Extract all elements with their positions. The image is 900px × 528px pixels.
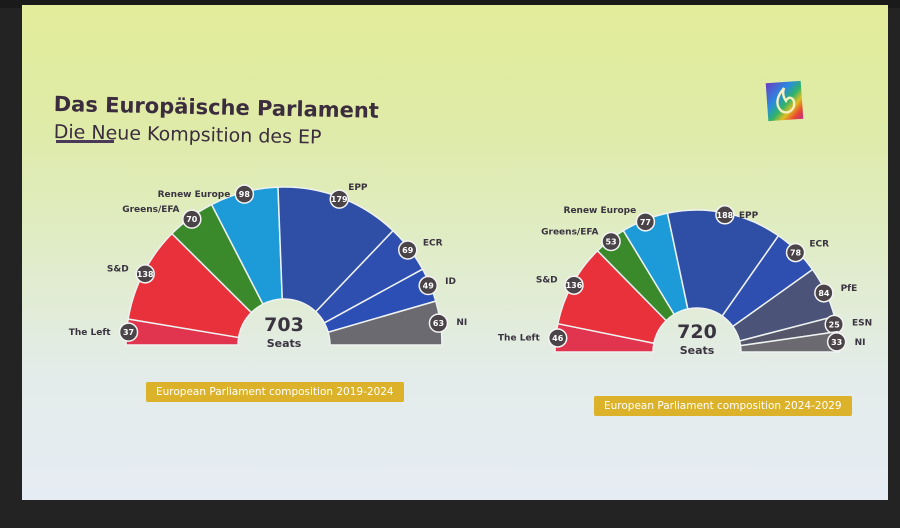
party-label: Greens/EFA [541,227,598,237]
seat-count-badge: 78 [785,242,806,263]
party-label: Renew Europe [564,206,637,216]
seat-count-label: 49 [423,282,435,291]
seat-segment [277,186,395,313]
total-seats-value: 703 [264,314,304,336]
badge-circle [418,275,438,296]
total-seats-label: Seats [267,337,302,350]
badge-circle [428,313,449,333]
seat-count-badge: 138 [135,264,155,284]
total-seats-value: 720 [677,321,717,343]
badge-circle [814,283,834,303]
seat-count-label: 138 [137,270,154,279]
badge-circle [135,264,155,284]
seat-count-badge: 98 [234,184,255,204]
parliament-chart-2019-2024: 37 The Left 138 S&D 70 Greens/EFA 98 Renew Euro… [69,183,467,350]
seat-count-badge: 188 [715,205,735,225]
seat-count-badge: 46 [547,328,568,348]
badge-circle [715,205,735,225]
seat-count-label: 37 [123,328,134,337]
party-label: ECR [809,240,829,250]
party-label: ID [445,277,456,287]
seat-count-badge: 69 [397,240,418,260]
badge-circle [635,212,656,232]
badge-circle [397,240,418,260]
party-label: NI [456,318,467,328]
badge-circle [329,189,349,209]
seat-count-label: 63 [433,319,444,328]
badge-circle [826,332,847,352]
seat-count-badge: 136 [564,275,584,295]
seat-count-label: 98 [239,190,251,199]
seat-count-label: 77 [640,218,651,227]
party-label: The Left [69,328,112,338]
seat-count-label: 46 [552,334,564,343]
seat-count-label: 188 [717,211,734,220]
badge-circle [601,231,621,252]
party-label: Greens/EFA [122,205,179,215]
total-seats-label: Seats [680,344,715,357]
badge-circle [182,209,202,229]
seat-count-badge: 33 [826,332,847,352]
seat-count-badge: 179 [329,189,349,209]
rainbow-flame-logo-icon [765,80,804,122]
seat-count-label: 179 [331,195,348,204]
badge-circle [234,184,255,204]
seat-count-badge: 77 [635,212,656,232]
seat-count-badge: 25 [824,314,844,335]
seat-count-badge: 53 [601,231,621,252]
seat-count-label: 78 [790,249,802,258]
seat-count-label: 25 [829,320,841,329]
seat-count-badge: 70 [182,209,202,229]
seat-count-label: 69 [402,246,414,255]
party-label: The Left [498,334,541,344]
seat-count-label: 84 [818,289,830,298]
party-label: EPP [348,183,368,193]
badge-circle [564,275,584,295]
title-underline [56,140,114,143]
seat-count-label: 33 [831,338,842,347]
party-label: ESN [852,319,872,329]
badge-circle [785,242,806,263]
party-label: Renew Europe [158,190,231,200]
screen-frame [0,0,900,8]
party-label: S&D [107,264,129,274]
seat-count-badge: 63 [428,313,449,333]
seat-count-badge: 84 [814,283,834,303]
party-label: S&D [536,276,558,286]
seat-count-label: 53 [605,237,616,246]
party-label: ECR [423,238,443,248]
badge-circle [118,322,139,342]
party-label: PfE [841,284,858,294]
seat-count-label: 70 [186,215,198,224]
badge-circle [547,328,568,348]
seat-count-badge: 49 [418,275,438,296]
seat-segment [666,209,780,318]
party-label: EPP [739,211,759,221]
chart-caption-2024-2029: European Parliament composition 2024-202… [594,396,852,416]
seat-count-label: 136 [566,281,583,290]
chart-caption-2019-2024: European Parliament composition 2019-202… [146,382,404,402]
seat-count-badge: 37 [118,322,139,342]
party-label: NI [855,338,866,348]
